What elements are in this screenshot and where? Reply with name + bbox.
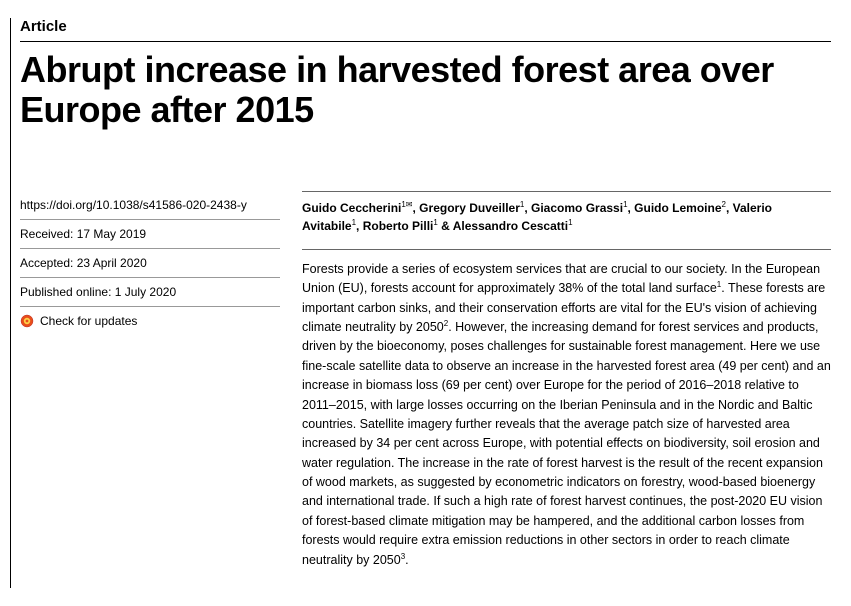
- content-column: Guido Ceccherini1✉, Gregory Duveiller1, …: [302, 191, 831, 570]
- article-type-label: Article: [20, 18, 831, 35]
- authors-list: Guido Ceccherini1✉, Gregory Duveiller1, …: [302, 191, 831, 249]
- check-updates-label: Check for updates: [40, 314, 137, 328]
- abstract-text: Forests provide a series of ecosystem se…: [302, 260, 831, 570]
- doi-link[interactable]: https://doi.org/10.1038/s41586-020-2438-…: [20, 191, 280, 220]
- left-margin-rule: [10, 18, 11, 588]
- article-title: Abrupt increase in harvested forest area…: [20, 50, 831, 131]
- metadata-column: https://doi.org/10.1038/s41586-020-2438-…: [20, 191, 280, 570]
- published-date: Published online: 1 July 2020: [20, 278, 280, 307]
- check-updates-link[interactable]: Check for updates: [20, 307, 280, 335]
- received-date: Received: 17 May 2019: [20, 220, 280, 249]
- content-columns: https://doi.org/10.1038/s41586-020-2438-…: [20, 191, 831, 570]
- accepted-date: Accepted: 23 April 2020: [20, 249, 280, 278]
- abstract-rule: [302, 249, 831, 250]
- check-updates-icon: [20, 314, 34, 328]
- top-rule: [20, 41, 831, 42]
